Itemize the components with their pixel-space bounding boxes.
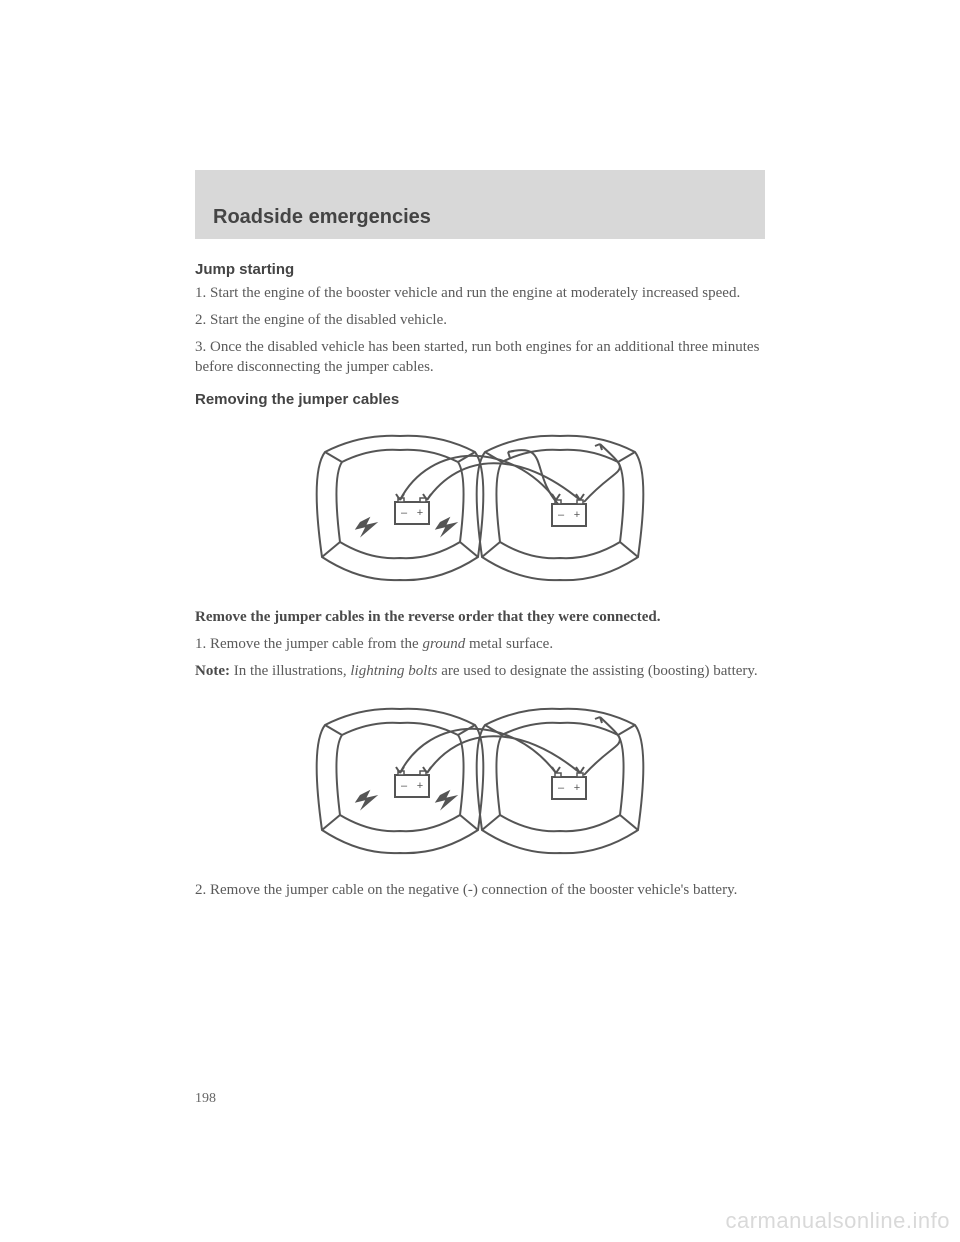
note-pre: In the illustrations, bbox=[230, 663, 350, 679]
removing-cables-heading: Removing the jumper cables bbox=[195, 391, 765, 408]
chapter-title: Roadside emergencies bbox=[213, 206, 747, 229]
jump-step-3: 3. Once the disabled vehicle has been st… bbox=[195, 338, 765, 376]
note-post: are used to designate the assisting (boo… bbox=[437, 663, 757, 679]
svg-text:–: – bbox=[401, 780, 408, 792]
note-italic: lightning bolts bbox=[350, 663, 437, 679]
watermark: carmanualsonline.info bbox=[725, 1208, 950, 1234]
svg-text:+: + bbox=[574, 509, 580, 521]
svg-text:+: + bbox=[417, 507, 423, 519]
removing-step-1-italic: ground bbox=[422, 636, 465, 652]
removing-step-2: 2. Remove the jumper cable on the negati… bbox=[195, 881, 765, 900]
page-number: 198 bbox=[195, 1091, 216, 1107]
manual-page: Roadside emergencies Jump starting 1. St… bbox=[0, 0, 960, 1242]
note-label: Note: bbox=[195, 663, 230, 679]
jump-step-1: 1. Start the engine of the booster vehic… bbox=[195, 284, 765, 303]
removing-note: Note: In the illustrations, lightning bo… bbox=[195, 662, 765, 681]
jump-step-2: 2. Start the engine of the disabled vehi… bbox=[195, 311, 765, 330]
svg-text:+: + bbox=[574, 782, 580, 794]
jumper-cable-diagram-top: –+–+ bbox=[300, 422, 660, 590]
svg-text:–: – bbox=[401, 507, 408, 519]
jumper-cable-diagram-bottom: –+–+ bbox=[300, 695, 660, 863]
removing-lead: Remove the jumper cables in the reverse … bbox=[195, 608, 765, 627]
svg-text:+: + bbox=[417, 780, 423, 792]
jump-starting-heading: Jump starting bbox=[195, 261, 765, 278]
diagram-bottom-wrap: –+–+ bbox=[195, 695, 765, 863]
chapter-header-band: Roadside emergencies bbox=[195, 170, 765, 239]
removing-step-1: 1. Remove the jumper cable from the grou… bbox=[195, 635, 765, 654]
svg-text:–: – bbox=[558, 782, 565, 794]
diagram-top-wrap: –+–+ bbox=[195, 422, 765, 590]
svg-text:–: – bbox=[558, 509, 565, 521]
removing-step-1-post: metal surface. bbox=[465, 636, 553, 652]
removing-step-1-pre: 1. Remove the jumper cable from the bbox=[195, 636, 422, 652]
